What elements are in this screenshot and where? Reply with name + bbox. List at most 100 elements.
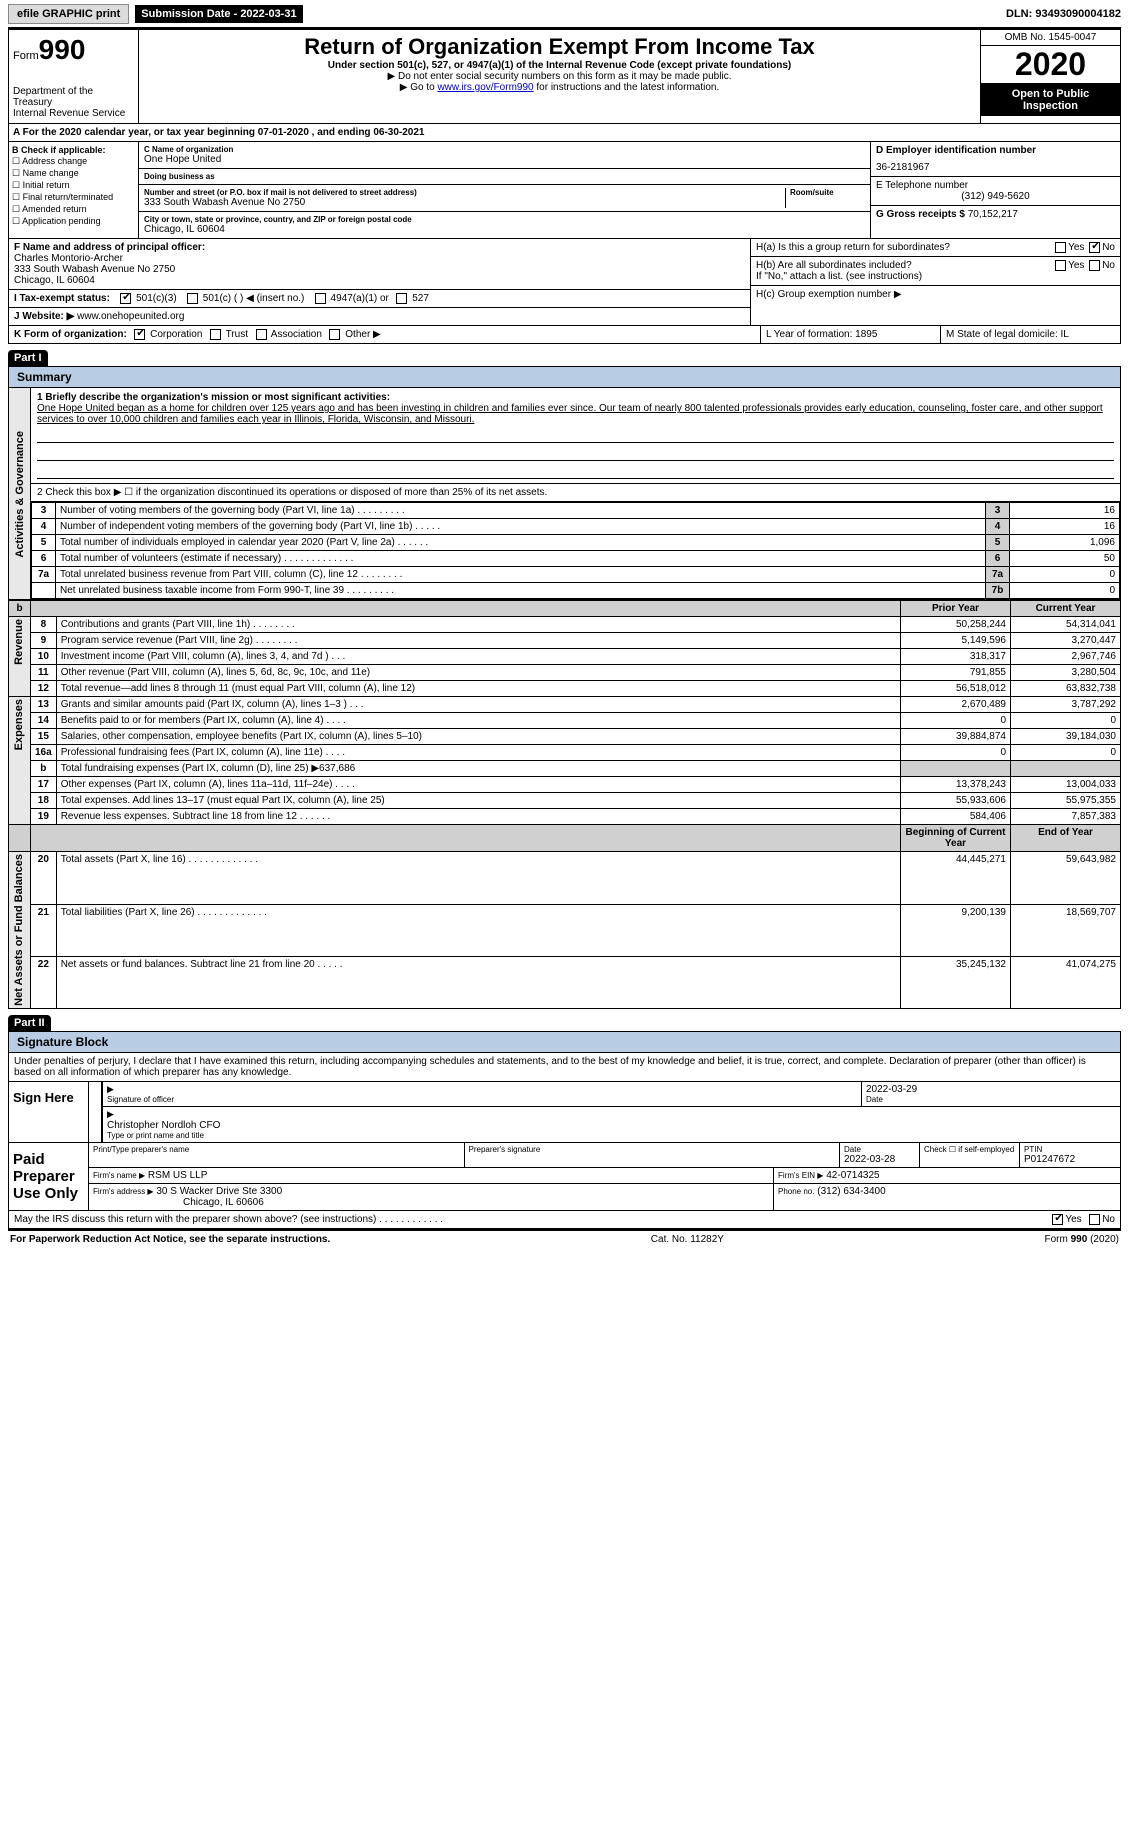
curr-val: 3,270,447	[1011, 633, 1121, 649]
efile-print-button[interactable]: efile GRAPHIC print	[8, 4, 129, 24]
discuss-no[interactable]	[1089, 1214, 1100, 1225]
sign-here-label: Sign Here	[9, 1082, 89, 1142]
cb-527[interactable]	[396, 293, 407, 304]
part2-title: Signature Block	[8, 1031, 1121, 1053]
gross-receipts: 70,152,217	[968, 209, 1018, 220]
line-num	[32, 583, 56, 599]
ha-yes[interactable]	[1055, 242, 1066, 253]
prep-date-label: Date	[844, 1145, 915, 1154]
line-num: 12	[31, 681, 57, 697]
mission-text: One Hope United began as a home for chil…	[37, 403, 1114, 425]
box-f: F Name and address of principal officer:…	[9, 239, 750, 290]
line-num: 6	[32, 551, 56, 567]
current-year-hdr: Current Year	[1011, 601, 1121, 617]
phone-label: E Telephone number	[876, 180, 1115, 191]
line-num: 14	[31, 713, 57, 729]
line-box: 4	[986, 519, 1010, 535]
form-subtitle: Under section 501(c), 527, or 4947(a)(1)…	[145, 60, 974, 71]
paid-prep-label: Paid Preparer Use Only	[9, 1143, 89, 1210]
firm-ein: 42-0714325	[826, 1170, 879, 1181]
line-num: 16a	[31, 745, 57, 761]
irs-link[interactable]: www.irs.gov/Form990	[437, 82, 533, 93]
cb-final-return[interactable]: ☐ Final return/terminated	[12, 192, 135, 203]
k-assoc[interactable]	[256, 329, 267, 340]
ein-label: D Employer identification number	[876, 145, 1115, 156]
prior-val: 56,518,012	[901, 681, 1011, 697]
cb-4947[interactable]	[315, 293, 326, 304]
box-b-title: B Check if applicable:	[12, 145, 135, 155]
footer-cat: Cat. No. 11282Y	[651, 1234, 724, 1245]
side-label: Net Assets or Fund Balances	[13, 854, 25, 1006]
box-ha: H(a) Is this a group return for subordin…	[751, 239, 1120, 257]
line-text: Number of voting members of the governin…	[56, 503, 986, 519]
line-text: Total number of volunteers (estimate if …	[56, 551, 986, 567]
prior-val: 318,317	[901, 649, 1011, 665]
room-label: Room/suite	[790, 188, 865, 197]
line-num: 10	[31, 649, 57, 665]
curr-val: 59,643,982	[1011, 852, 1121, 904]
financial-table: b Prior Year Current Year Revenue8 Contr…	[8, 600, 1121, 1009]
form-number: Form990	[13, 34, 134, 66]
prep-name-label: Print/Type preparer's name	[93, 1145, 460, 1154]
omb-number: OMB No. 1545-0047	[981, 30, 1120, 46]
discuss-yes[interactable]	[1052, 1214, 1063, 1225]
line-value: 0	[1010, 567, 1120, 583]
line-num: 8	[31, 617, 57, 633]
curr-val: 39,184,030	[1011, 729, 1121, 745]
hb-no[interactable]	[1089, 260, 1100, 271]
footer-form: Form 990 (2020)	[1045, 1234, 1119, 1245]
box-j: J Website: ▶ www.onehopeunited.org	[9, 308, 750, 325]
line-num: 15	[31, 729, 57, 745]
col-b: b	[9, 601, 31, 617]
dln: DLN: 93493090004182	[1006, 8, 1121, 20]
hb-yes[interactable]	[1055, 260, 1066, 271]
city: Chicago, IL 60604	[144, 224, 865, 235]
begin-year-hdr: Beginning of Current Year	[901, 825, 1011, 852]
note-ssn: ▶ Do not enter social security numbers o…	[145, 71, 974, 82]
row-k-l-m: K Form of organization: Corporation Trus…	[8, 326, 1121, 344]
cb-address-change[interactable]: ☐ Address change	[12, 156, 135, 167]
side-label: Revenue	[13, 619, 25, 665]
sig-date: 2022-03-29	[866, 1084, 1116, 1095]
cb-name-change[interactable]: ☐ Name change	[12, 168, 135, 179]
cb-501c[interactable]	[187, 293, 198, 304]
ha-no[interactable]	[1089, 242, 1100, 253]
block-f-to-j: F Name and address of principal officer:…	[8, 239, 1121, 326]
page-footer: For Paperwork Reduction Act Notice, see …	[8, 1229, 1121, 1248]
ptin: P01247672	[1024, 1154, 1116, 1165]
prior-val: 584,406	[901, 809, 1011, 825]
box-c: C Name of organization One Hope United D…	[139, 142, 870, 238]
line-num: 17	[31, 777, 57, 793]
line-text: Total expenses. Add lines 13–17 (must eq…	[56, 793, 900, 809]
curr-val: 7,857,383	[1011, 809, 1121, 825]
gross-label: G Gross receipts $	[876, 209, 965, 220]
line-box: 3	[986, 503, 1010, 519]
prior-val: 5,149,596	[901, 633, 1011, 649]
prep-sig-label: Preparer's signature	[469, 1145, 836, 1154]
curr-val: 54,314,041	[1011, 617, 1121, 633]
k-other[interactable]	[329, 329, 340, 340]
line-text: Contributions and grants (Part VIII, lin…	[56, 617, 900, 633]
cb-amended[interactable]: ☐ Amended return	[12, 204, 135, 215]
prior-val: 0	[901, 713, 1011, 729]
dba-label: Doing business as	[144, 172, 865, 181]
box-b: B Check if applicable: ☐ Address change …	[9, 142, 139, 238]
row-a-period: A For the 2020 calendar year, or tax yea…	[8, 124, 1121, 142]
line-text: Total revenue—add lines 8 through 11 (mu…	[56, 681, 900, 697]
form-header: Form990 Department of the Treasury Inter…	[8, 29, 1121, 124]
part1-header: Part I	[8, 350, 48, 366]
governance-table: 3 Number of voting members of the govern…	[31, 502, 1120, 599]
k-corp[interactable]	[134, 329, 145, 340]
curr-val: 13,004,033	[1011, 777, 1121, 793]
cb-application[interactable]: ☐ Application pending	[12, 216, 135, 227]
officer-print-label: Type or print name and title	[107, 1131, 1116, 1140]
line-text: Total liabilities (Part X, line 26) . . …	[56, 904, 900, 956]
line-2: 2 Check this box ▶ ☐ if the organization…	[31, 484, 1120, 502]
cb-501c3[interactable]	[120, 293, 131, 304]
line-num: 21	[31, 904, 57, 956]
k-trust[interactable]	[210, 329, 221, 340]
line-text: Other expenses (Part IX, column (A), lin…	[56, 777, 900, 793]
cb-initial-return[interactable]: ☐ Initial return	[12, 180, 135, 191]
line-text: Total assets (Part X, line 16) . . . . .…	[56, 852, 900, 904]
line-text: Revenue less expenses. Subtract line 18 …	[56, 809, 900, 825]
